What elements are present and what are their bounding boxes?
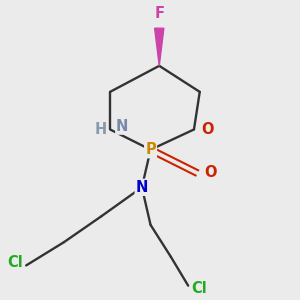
Text: F: F (154, 6, 164, 21)
Text: O: O (201, 122, 214, 137)
Text: Cl: Cl (8, 255, 23, 270)
Text: N: N (136, 180, 148, 195)
Text: H: H (95, 122, 107, 137)
Polygon shape (154, 28, 164, 66)
Text: P: P (145, 142, 156, 157)
Text: Cl: Cl (191, 281, 207, 296)
Text: O: O (204, 165, 217, 180)
Text: N: N (116, 119, 128, 134)
